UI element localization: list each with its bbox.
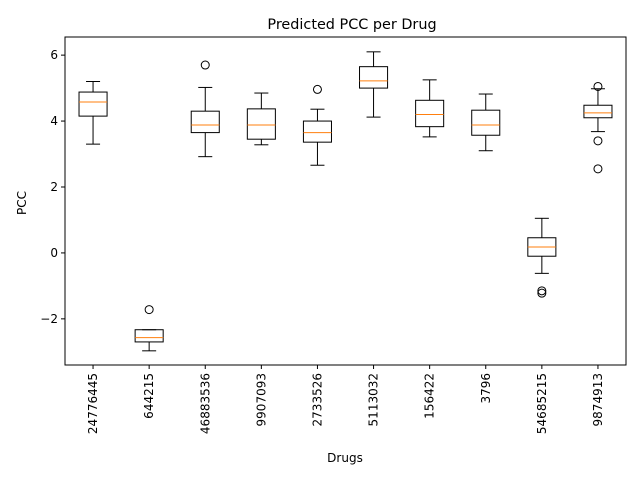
box-group-24776445 bbox=[78, 81, 108, 145]
y-axis-ticks: −2 0 2 4 6 bbox=[40, 48, 65, 326]
box bbox=[78, 91, 108, 117]
box bbox=[190, 110, 220, 134]
x-tick-label: 24776445 bbox=[86, 373, 100, 434]
box-group-9874913 bbox=[583, 81, 613, 174]
box bbox=[471, 109, 501, 136]
outlier-point bbox=[593, 136, 603, 146]
x-tick-label: 156422 bbox=[423, 373, 437, 419]
outlier-point bbox=[200, 60, 210, 70]
x-tick-label: 5113032 bbox=[367, 373, 381, 426]
outlier-point bbox=[537, 286, 547, 296]
box-group-46883536 bbox=[190, 60, 220, 158]
plot-area bbox=[78, 51, 613, 352]
box bbox=[359, 66, 389, 89]
y-tick-label: 2 bbox=[50, 180, 58, 194]
box bbox=[415, 99, 445, 128]
x-axis-label: Drugs bbox=[327, 451, 363, 465]
box-group-644215 bbox=[134, 305, 164, 352]
box bbox=[583, 104, 613, 119]
box bbox=[134, 329, 164, 343]
box-group-2733526 bbox=[302, 84, 332, 166]
outlier-point bbox=[593, 164, 603, 174]
x-axis-ticks: 24776445 644215 46883536 9907093 2733526 5113… bbox=[86, 365, 605, 434]
y-tick-label: 6 bbox=[50, 48, 58, 62]
y-tick-label: −2 bbox=[40, 312, 58, 326]
box-group-3796 bbox=[471, 93, 501, 152]
x-tick-label: 46883536 bbox=[198, 373, 212, 434]
box-group-156422 bbox=[415, 79, 445, 138]
x-tick-label: 3796 bbox=[479, 373, 493, 404]
box-group-9907093 bbox=[246, 92, 276, 146]
outlier-point bbox=[537, 288, 547, 298]
x-tick-label: 644215 bbox=[142, 373, 156, 419]
y-tick-label: 4 bbox=[50, 114, 58, 128]
outlier-point bbox=[593, 81, 603, 91]
x-tick-label: 9874913 bbox=[591, 373, 605, 426]
x-tick-label: 2733526 bbox=[310, 373, 324, 426]
box-group-54685215 bbox=[527, 217, 557, 298]
y-tick-label: 0 bbox=[50, 246, 58, 260]
box bbox=[246, 108, 276, 140]
outlier-point bbox=[312, 84, 322, 94]
chart-title: Predicted PCC per Drug bbox=[267, 17, 436, 33]
outlier-point bbox=[144, 305, 154, 315]
box-group-5113032 bbox=[359, 51, 389, 118]
box bbox=[302, 120, 332, 143]
plot-frame bbox=[64, 36, 627, 366]
x-tick-label: 54685215 bbox=[535, 373, 549, 434]
y-axis-label: PCC bbox=[15, 191, 29, 215]
x-tick-label: 9907093 bbox=[254, 373, 268, 426]
